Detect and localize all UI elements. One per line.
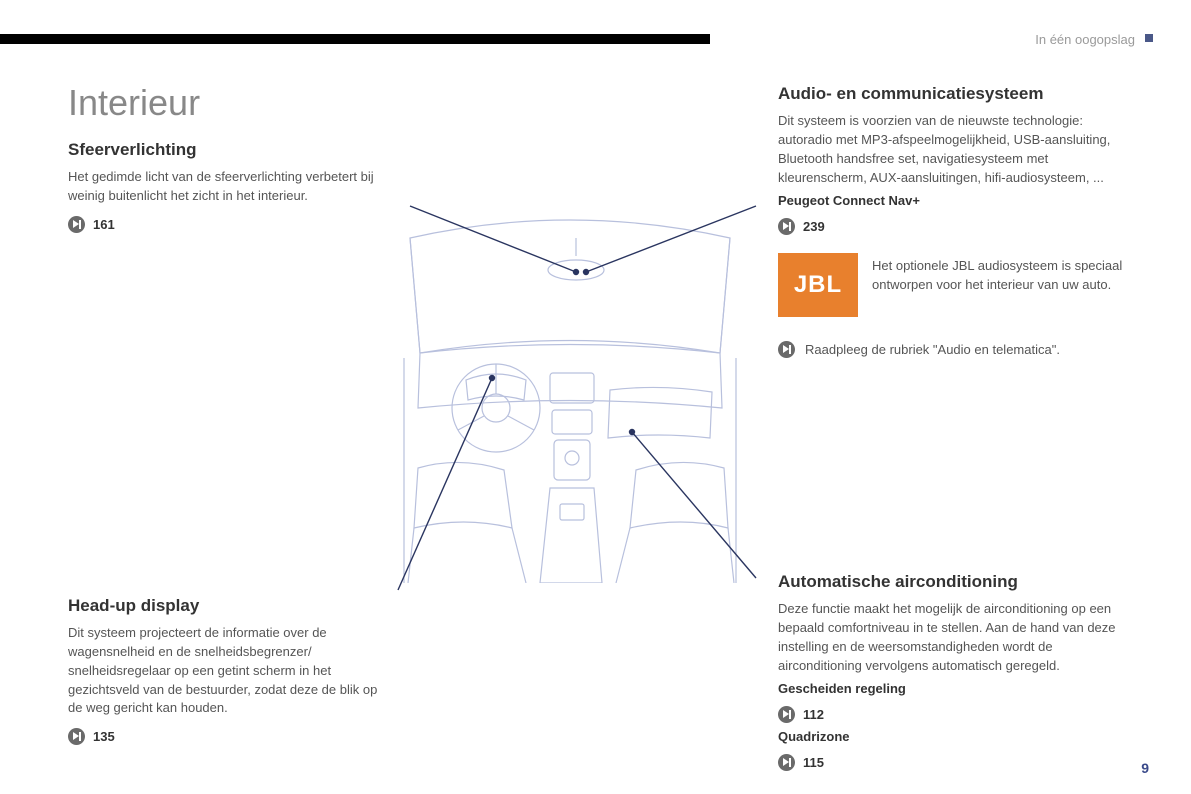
ref-text: Raadpleeg de rubriek "Audio en telematic… — [805, 341, 1060, 360]
body-headup: Dit systeem projecteert de informatie ov… — [68, 624, 388, 718]
sublabel-nav: Peugeot Connect Nav+ — [778, 193, 1138, 208]
page-number: 9 — [1141, 760, 1149, 776]
breadcrumb: In één oogopslag — [1035, 32, 1135, 47]
page-ref-icon — [778, 706, 795, 723]
body-audio: Dit systeem is voorzien van de nieuwste … — [778, 112, 1138, 187]
page-ref-number: 112 — [803, 707, 824, 722]
page-ref-number: 115 — [803, 755, 824, 770]
page-ref-sfeer[interactable]: 161 — [68, 216, 388, 233]
section-marker — [1145, 34, 1153, 42]
top-bar — [0, 34, 710, 44]
heading-sfeer: Sfeerverlichting — [68, 140, 388, 160]
page-title: Interieur — [68, 82, 200, 124]
section-sfeerverlichting: Sfeerverlichting Het gedimde licht van d… — [68, 140, 388, 233]
jbl-text: Het optionele JBL audiosysteem is specia… — [872, 253, 1138, 295]
sublabel-gescheiden: Gescheiden regeling — [778, 681, 1138, 696]
jbl-logo: JBL — [778, 253, 858, 317]
page-ref-icon — [778, 341, 795, 358]
page-ref-icon — [778, 754, 795, 771]
page-ref-headup[interactable]: 135 — [68, 728, 388, 745]
section-airco: Automatische airconditioning Deze functi… — [778, 572, 1138, 771]
page-ref-nav[interactable]: 239 — [778, 218, 1138, 235]
page-ref-gescheiden[interactable]: 112 — [778, 706, 1138, 723]
section-audio: Audio- en communicatiesysteem Dit systee… — [778, 84, 1138, 360]
page-ref-icon — [68, 728, 85, 745]
page-ref-number: 135 — [93, 729, 115, 744]
heading-audio: Audio- en communicatiesysteem — [778, 84, 1138, 104]
interior-diagram — [400, 208, 740, 583]
body-airco: Deze functie maakt het mogelijk de airco… — [778, 600, 1138, 675]
jbl-row: JBL Het optionele JBL audiosysteem is sp… — [778, 253, 1138, 317]
body-sfeer: Het gedimde licht van de sfeerverlichtin… — [68, 168, 388, 206]
heading-airco: Automatische airconditioning — [778, 572, 1138, 592]
page-ref-number: 161 — [93, 217, 115, 232]
page-ref-icon — [68, 216, 85, 233]
section-headup: Head-up display Dit systeem projecteert … — [68, 596, 388, 745]
page-ref-number: 239 — [803, 219, 825, 234]
page-ref-quadrizone[interactable]: 115 — [778, 754, 1138, 771]
page-ref-icon — [778, 218, 795, 235]
audio-telematica-ref[interactable]: Raadpleeg de rubriek "Audio en telematic… — [778, 341, 1138, 360]
heading-headup: Head-up display — [68, 596, 388, 616]
sublabel-quadrizone: Quadrizone — [778, 729, 1138, 744]
